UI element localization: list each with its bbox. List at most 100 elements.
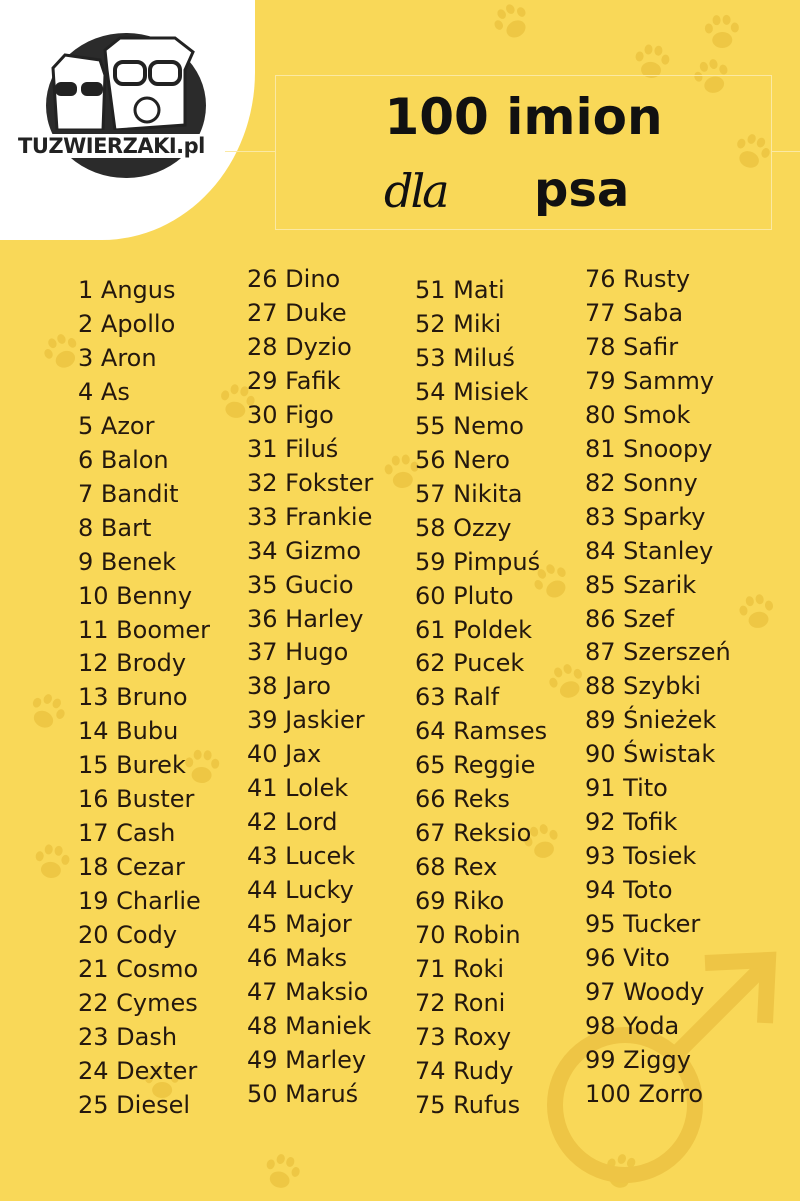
list-item: 21 Cosmo [78, 955, 199, 983]
list-item: 49 Marley [247, 1045, 367, 1074]
list-item: 57 Nikita [415, 479, 523, 508]
list-item: 98 Yoda [585, 1011, 680, 1040]
list-item: 32 Fokster [247, 468, 374, 497]
list-item: 63 Ralf [415, 683, 500, 712]
list-item: 86 Szef [585, 604, 675, 633]
list-item: 19 Charlie [78, 887, 201, 916]
list-item: 37 Hugo [247, 638, 349, 667]
divider [771, 151, 800, 152]
list-item: 100 Zorro [585, 1079, 704, 1108]
list-item: 10 Benny [78, 581, 193, 610]
list-item: 43 Lucek [247, 842, 356, 871]
list-item: 68 Rex [415, 853, 498, 882]
list-item: 50 Maruś [247, 1079, 359, 1108]
list-item: 67 Reksio [415, 819, 532, 848]
list-item: 8 Bart [78, 513, 152, 542]
paw-print-icon [185, 749, 220, 783]
list-item: 44 Lucky [247, 876, 354, 905]
list-item: 27 Duke [247, 298, 347, 327]
list-item: 41 Lolek [247, 774, 349, 803]
list-item: 5 Azor [78, 411, 155, 440]
list-item: 13 Bruno [78, 683, 188, 712]
list-item: 46 Maks [247, 944, 347, 972]
title-line1: 100 imion [384, 88, 663, 146]
list-item: 91 Tito [585, 774, 668, 803]
list-item: 72 Roni [415, 988, 506, 1017]
paw-print-icon [635, 44, 670, 78]
list-item: 66 Reks [415, 785, 510, 814]
list-item: 33 Frankie [247, 502, 373, 531]
list-item: 12 Brody [78, 649, 187, 678]
paw-print-icon [32, 694, 65, 728]
paw-print-icon [384, 454, 419, 488]
list-item: 74 Rudy [415, 1056, 514, 1085]
list-item: 45 Major [247, 910, 352, 939]
list-item: 61 Poldek [415, 615, 533, 644]
list-item: 89 Śnieżek [585, 706, 717, 735]
list-item: 53 Miluś [415, 343, 515, 372]
paw-print-icon [694, 59, 728, 93]
list-item: 51 Mati [415, 276, 505, 304]
list-item: 62 Pucek [415, 649, 525, 678]
list-item: 16 Buster [78, 785, 195, 814]
list-item: 81 Snoopy [585, 434, 713, 463]
list-item: 93 Tosiek [585, 842, 697, 871]
male-symbol-icon [547, 951, 777, 1183]
list-item: 54 Misiek [415, 377, 529, 406]
list-item: 71 Roki [415, 955, 505, 983]
list-item: 95 Tucker [585, 910, 701, 939]
divider [225, 151, 275, 152]
list-item: 90 Świstak [585, 740, 716, 769]
list-item: 73 Roxy [415, 1022, 512, 1051]
list-item: 76 Rusty [585, 265, 691, 293]
list-item: 69 Riko [415, 887, 505, 916]
list-item: 9 Benek [78, 547, 177, 576]
list-item: 94 Toto [585, 876, 673, 905]
list-item: 26 Dino [247, 265, 341, 293]
list-item: 64 Ramses [415, 717, 548, 746]
paw-print-icon [549, 664, 582, 698]
list-item: 79 Sammy [585, 366, 715, 395]
list-item: 88 Szybki [585, 672, 702, 701]
list-item: 1 Angus [78, 276, 176, 304]
list-item: 3 Aron [78, 343, 157, 372]
paw-print-icon [266, 1154, 300, 1188]
list-item: 7 Bandit [78, 479, 179, 508]
logo-text: TUZWIERZAKI.pl [16, 134, 207, 158]
list-item: 52 Miki [415, 309, 502, 338]
list-item: 23 Dash [78, 1022, 178, 1051]
list-item: 11 Boomer [78, 615, 211, 644]
list-item: 70 Robin [415, 921, 521, 950]
paw-print-icon [144, 1064, 179, 1098]
cat-and-dog-logo-icon [51, 36, 195, 130]
list-item: 39 Jaskier [247, 706, 365, 735]
title-script-word: dla [384, 164, 450, 218]
list-item: 48 Maniek [247, 1011, 372, 1040]
list-item: 40 Jax [247, 740, 322, 769]
list-item: 92 Tofik [585, 808, 678, 837]
list-item: 47 Maksio [247, 977, 369, 1006]
list-item: 22 Cymes [78, 988, 198, 1017]
list-item: 56 Nero [415, 445, 510, 474]
list-item: 96 Vito [585, 944, 670, 972]
list-item: 42 Lord [247, 808, 338, 837]
list-item: 75 Rufus [415, 1090, 521, 1119]
list-item: 78 Safir [585, 332, 679, 361]
list-item: 17 Cash [78, 819, 176, 848]
paw-print-icon [221, 384, 255, 418]
paw-print-icon [534, 564, 566, 598]
list-item: 30 Figo [247, 400, 334, 429]
list-item: 18 Cezar [78, 853, 185, 882]
list-item: 59 Pimpuś [415, 547, 541, 576]
paw-print-icon [524, 824, 558, 858]
title-box: 100 imion dla psa [275, 75, 772, 230]
list-item: 29 Fafik [247, 366, 341, 395]
list-item: 14 Bubu [78, 717, 179, 746]
list-item: 84 Stanley [585, 536, 714, 565]
list-item: 83 Sparky [585, 502, 706, 531]
list-item: 6 Balon [78, 445, 169, 474]
list-item: 58 Ozzy [415, 513, 512, 542]
list-item: 82 Sonny [585, 468, 698, 497]
list-item: 20 Cody [78, 921, 178, 950]
list-item: 28 Dyzio [247, 332, 352, 361]
